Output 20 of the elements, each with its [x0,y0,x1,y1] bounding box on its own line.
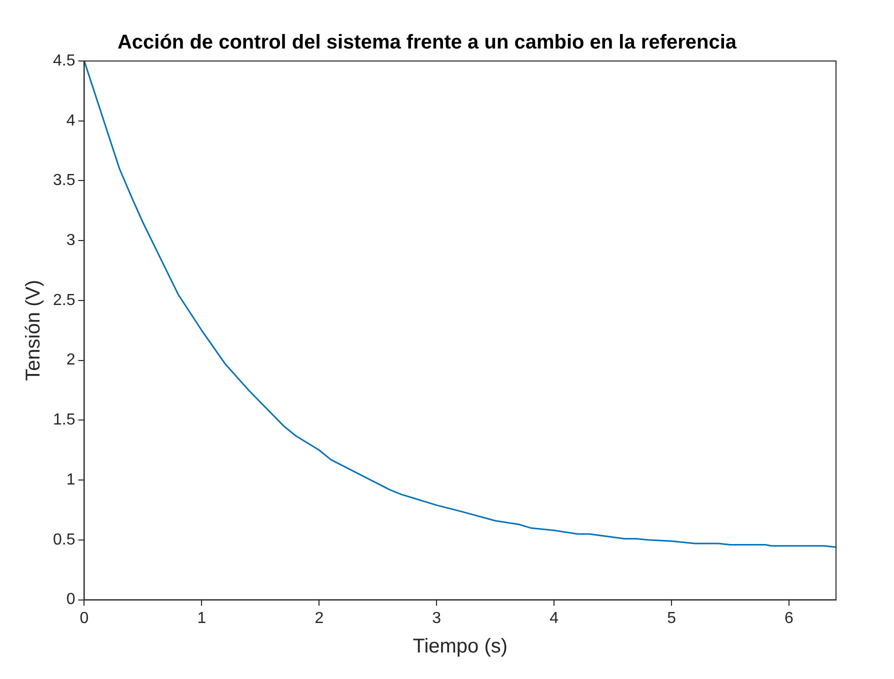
x-tick-label: 0 [80,610,89,627]
y-tick-label: 2.5 [52,292,76,309]
y-tick-label: 1 [66,471,76,488]
y-tick-label: 4 [66,112,76,130]
y-tick-label: 1.5 [52,412,76,429]
x-axis-title: Tiempo (s) [412,636,508,658]
y-tick-label: 2 [66,352,76,369]
y-tick-label: 4.5 [52,52,76,70]
y-axis-title: Tensión (V) [22,280,45,381]
y-tick-label: 0.5 [52,531,76,548]
x-tick-label: 6 [784,610,794,627]
x-tick-label: 4 [550,610,559,627]
chart-title: Acción de control del sistema frente a un cambio en la referencia [117,32,738,54]
y-tick-label: 3 [66,232,76,250]
x-tick-label: 5 [667,610,676,627]
y-tick-label: 0 [66,591,76,608]
x-tick-label: 2 [314,610,324,627]
y-tick-label: 3.5 [52,172,76,190]
x-tick-label: 3 [432,610,442,627]
x-tick-label: 1 [197,610,206,627]
